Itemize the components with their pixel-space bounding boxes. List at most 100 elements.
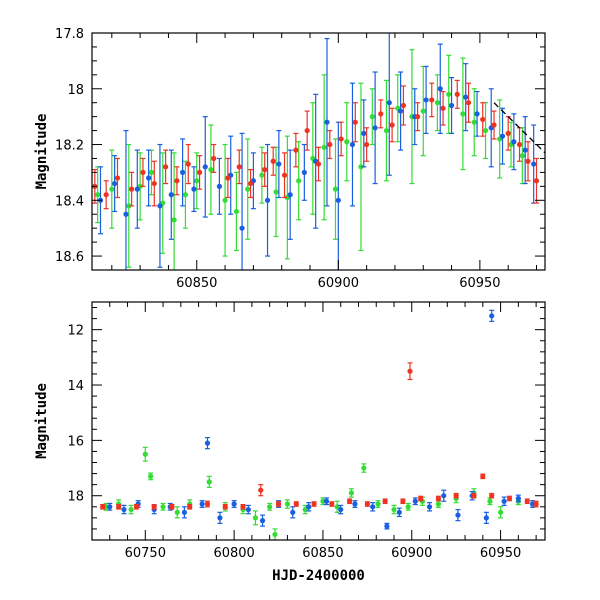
data-marker — [174, 178, 180, 184]
data-marker — [252, 515, 259, 521]
data-marker — [296, 178, 302, 184]
data-point-blue — [245, 504, 251, 515]
data-point-blue — [121, 504, 127, 515]
data-marker — [454, 91, 460, 97]
data-marker — [204, 440, 211, 446]
y-tick-label: 12 — [67, 324, 84, 339]
data-point-blue — [216, 157, 223, 215]
data-marker — [499, 133, 506, 139]
data-point-red — [400, 498, 406, 505]
data-marker — [489, 493, 495, 499]
data-marker — [126, 203, 132, 209]
data-point-red — [163, 149, 169, 185]
data-marker — [533, 501, 539, 507]
data-point-green — [434, 74, 441, 132]
data-marker — [100, 504, 106, 510]
data-point-blue — [352, 500, 358, 508]
data-point-blue — [228, 135, 234, 215]
data-point-blue — [483, 511, 489, 524]
data-marker — [453, 493, 459, 499]
data-point-red — [329, 501, 335, 507]
data-marker — [157, 203, 163, 209]
data-marker — [133, 504, 140, 510]
data-point-blue — [338, 504, 344, 515]
data-point-red — [151, 160, 157, 207]
data-marker — [233, 208, 239, 215]
y-tick-label: 16 — [67, 434, 84, 449]
data-marker — [148, 473, 154, 479]
data-marker — [364, 141, 370, 148]
data-point-red — [352, 102, 358, 143]
data-point-red — [262, 152, 268, 187]
data-marker — [103, 504, 109, 510]
data-point-green — [420, 65, 426, 157]
data-point-blue — [259, 514, 266, 527]
data-marker — [112, 180, 118, 187]
data-marker — [519, 153, 525, 159]
data-marker — [482, 127, 489, 134]
data-point-blue — [386, 33, 392, 176]
data-marker — [335, 197, 341, 203]
data-point-blue — [199, 500, 205, 508]
data-marker — [216, 183, 223, 189]
data-marker — [383, 127, 390, 134]
data-point-red — [418, 495, 424, 502]
data-point-red — [133, 503, 140, 510]
x-tick-label: 60850 — [176, 276, 217, 291]
data-point-green — [194, 152, 200, 210]
data-point-red — [204, 500, 211, 508]
data-marker — [217, 515, 223, 521]
data-marker — [148, 169, 155, 176]
data-point-green — [272, 528, 278, 540]
data-marker — [348, 490, 354, 496]
y-axis-title: Magnitude — [34, 383, 50, 459]
data-marker — [501, 498, 507, 504]
data-marker — [414, 114, 421, 120]
data-point-red — [364, 127, 370, 162]
data-point-blue — [231, 500, 237, 508]
data-point-green — [383, 79, 390, 182]
data-point-blue — [217, 511, 223, 524]
data-marker — [151, 180, 157, 187]
data-marker — [276, 161, 282, 167]
data-point-red — [480, 102, 486, 137]
data-marker — [272, 531, 278, 538]
data-marker — [446, 91, 452, 97]
data-marker — [511, 139, 517, 145]
data-point-green — [487, 497, 493, 506]
data-marker — [372, 125, 378, 131]
data-marker — [361, 465, 367, 471]
data-marker — [440, 105, 446, 111]
data-point-red — [129, 171, 135, 207]
data-marker — [174, 509, 180, 515]
data-marker — [338, 136, 344, 142]
data-point-blue — [323, 497, 330, 506]
data-point-red — [236, 149, 242, 185]
data-point-green — [482, 102, 489, 160]
data-point-red — [338, 121, 344, 157]
data-point-red — [151, 503, 157, 510]
data-marker — [239, 225, 245, 231]
data-marker — [163, 164, 169, 170]
data-marker — [264, 197, 271, 203]
data-point-green — [126, 143, 132, 268]
x-tick-label: 60950 — [459, 276, 500, 291]
data-marker — [412, 498, 418, 504]
data-marker — [225, 175, 231, 181]
data-marker — [281, 172, 288, 178]
data-point-blue — [134, 149, 140, 229]
data-marker — [146, 175, 152, 181]
data-point-red — [315, 146, 322, 182]
data-point-blue — [239, 132, 245, 270]
data-point-green — [332, 138, 339, 240]
data-marker — [506, 495, 513, 502]
data-point-green — [182, 160, 189, 229]
data-point-green — [519, 127, 525, 185]
x-axis-title: HJD-2400000 — [272, 568, 365, 584]
y-tick-label: 14 — [67, 379, 84, 394]
data-marker — [533, 178, 540, 184]
y-tick-label: 17.8 — [55, 27, 84, 42]
data-marker — [140, 169, 146, 176]
data-marker — [375, 501, 381, 507]
data-marker — [369, 114, 375, 120]
